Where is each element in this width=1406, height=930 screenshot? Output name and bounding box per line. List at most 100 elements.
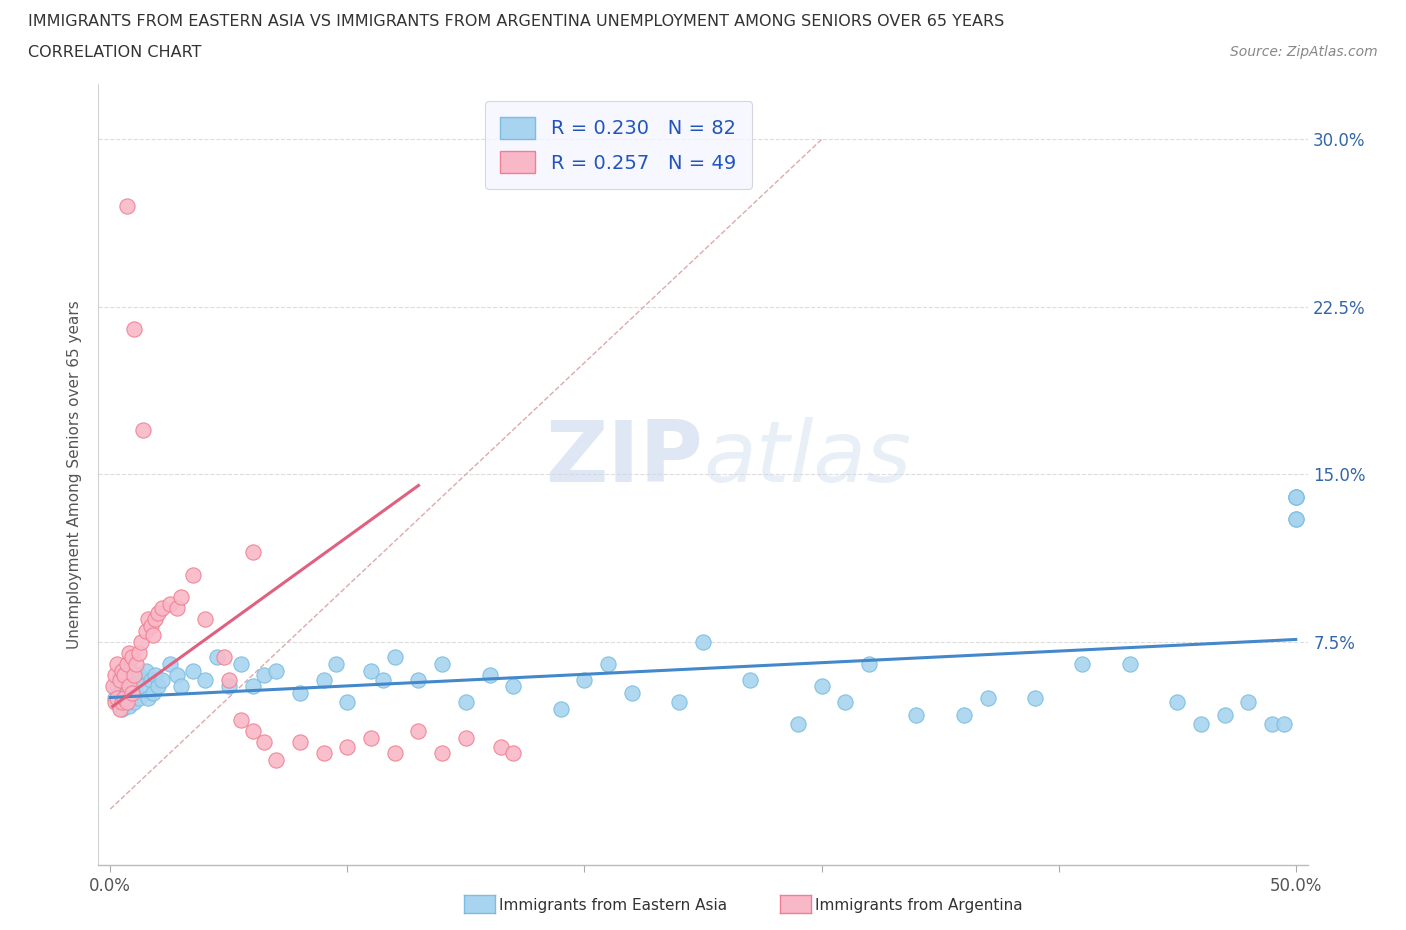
Point [1024, 690, 1046, 705]
Text: Source: ZipAtlas.com: Source: ZipAtlas.com [1230, 45, 1378, 59]
Point [159, 596, 181, 611]
Point [122, 677, 145, 692]
Point [114, 668, 136, 683]
Point [786, 717, 808, 732]
Point [1213, 708, 1236, 723]
Point [432, 657, 454, 671]
Text: atlas: atlas [703, 418, 911, 500]
Point [111, 663, 134, 678]
Point [550, 701, 572, 716]
Point [166, 601, 188, 616]
Point [146, 679, 169, 694]
Point [181, 567, 204, 582]
Point [135, 623, 157, 638]
Point [108, 701, 131, 716]
Point [264, 752, 287, 767]
Point [104, 668, 127, 683]
Point [692, 634, 714, 649]
Point [105, 695, 128, 710]
Point [108, 668, 131, 683]
Point [312, 672, 335, 687]
Point [115, 199, 138, 214]
Point [408, 724, 430, 738]
Point [136, 690, 159, 705]
Point [360, 730, 382, 745]
Point [1272, 717, 1295, 732]
Point [384, 650, 406, 665]
Point [115, 685, 138, 700]
Point [115, 657, 138, 671]
Point [264, 663, 287, 678]
Point [122, 668, 145, 683]
Point [114, 672, 136, 687]
Point [502, 679, 524, 694]
Point [205, 650, 228, 665]
Text: IMMIGRANTS FROM EASTERN ASIA VS IMMIGRANTS FROM ARGENTINA UNEMPLOYMENT AMONG SEN: IMMIGRANTS FROM EASTERN ASIA VS IMMIGRAN… [28, 14, 1004, 29]
Point [218, 672, 240, 687]
Point [129, 672, 152, 687]
Point [128, 645, 150, 660]
Point [371, 672, 394, 687]
Point [336, 739, 359, 754]
Point [132, 422, 155, 437]
Point [135, 663, 157, 678]
Point [166, 668, 188, 683]
Point [194, 612, 217, 627]
Point [142, 685, 165, 700]
Point [242, 545, 264, 560]
Text: Immigrants from Argentina: Immigrants from Argentina [815, 898, 1024, 913]
Point [384, 746, 406, 761]
Point [136, 612, 159, 627]
Point [1285, 489, 1308, 504]
Point [1285, 512, 1308, 526]
Y-axis label: Unemployment Among Seniors over 65 years: Unemployment Among Seniors over 65 years [67, 300, 83, 649]
Point [111, 701, 134, 716]
Point [143, 668, 166, 683]
Point [212, 650, 235, 665]
Point [121, 672, 143, 687]
Point [122, 695, 145, 710]
Point [1119, 657, 1142, 671]
Point [142, 628, 165, 643]
Point [325, 657, 347, 671]
Point [105, 690, 128, 705]
Point [1071, 657, 1094, 671]
Point [229, 712, 252, 727]
Point [491, 739, 513, 754]
Point [118, 645, 141, 660]
Point [218, 679, 240, 694]
Point [118, 661, 141, 676]
Point [834, 695, 856, 710]
Point [454, 695, 477, 710]
Point [104, 690, 127, 705]
Point [170, 679, 193, 694]
Point [128, 668, 150, 683]
Point [1261, 717, 1284, 732]
Point [229, 657, 252, 671]
Point [105, 657, 128, 671]
Point [1166, 695, 1188, 710]
Point [478, 668, 501, 683]
Point [1285, 489, 1308, 504]
Point [360, 663, 382, 678]
Point [111, 679, 134, 694]
Point [810, 679, 832, 694]
Point [194, 672, 217, 687]
Point [740, 672, 762, 687]
Point [111, 695, 134, 710]
Point [139, 672, 162, 687]
Point [104, 695, 127, 710]
Point [181, 663, 204, 678]
Legend: R = 0.230   N = 82, R = 0.257   N = 49: R = 0.230 N = 82, R = 0.257 N = 49 [485, 101, 752, 189]
Point [152, 672, 174, 687]
Point [288, 735, 311, 750]
Point [574, 672, 596, 687]
Point [408, 672, 430, 687]
Point [598, 657, 620, 671]
Point [108, 685, 131, 700]
Point [242, 679, 264, 694]
Point [952, 708, 974, 723]
Point [121, 650, 143, 665]
Point [121, 690, 143, 705]
Point [129, 634, 152, 649]
